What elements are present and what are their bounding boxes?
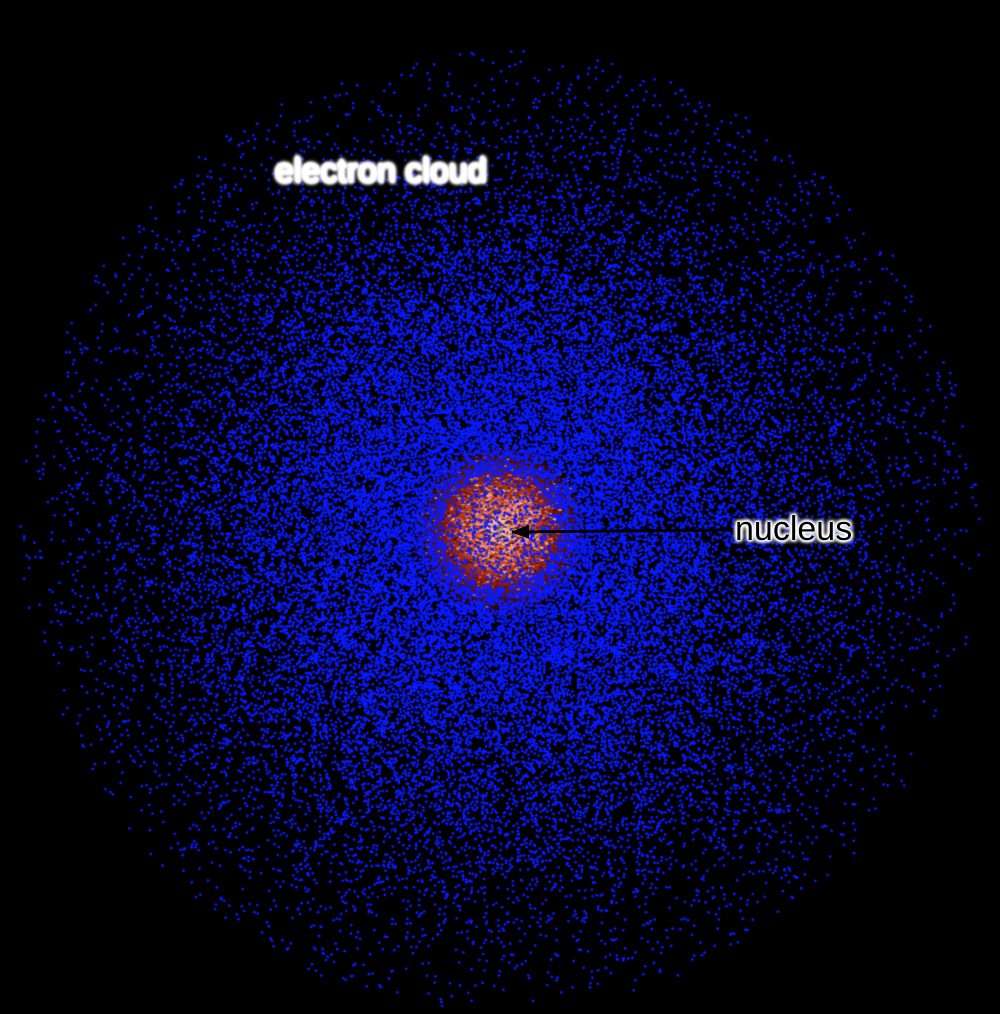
electron-cloud-canvas: [0, 0, 1000, 1014]
atom-diagram: electron cloud nucleus: [0, 0, 1000, 1014]
